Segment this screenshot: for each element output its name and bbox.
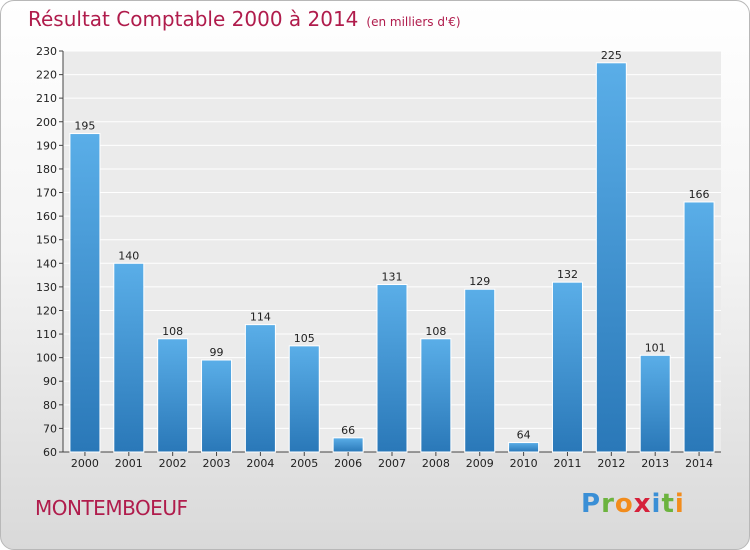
logo-letter: i: [651, 489, 662, 519]
plot-area: 60 70 80 90 100 110 120 130 140 150 160 170 180 190 20…: [36, 45, 721, 470]
bar: [420, 338, 452, 453]
y-tick-label: 100: [36, 352, 57, 365]
chart-subtitle: (en milliers d'€): [366, 15, 461, 29]
y-tick-label: 110: [36, 328, 57, 341]
bar: [244, 324, 276, 453]
x-tick-label: 2010: [510, 457, 538, 470]
chart-title: Résultat Comptable 2000 à 2014 (en millie…: [28, 7, 461, 31]
place-name: MONTEMBOEUF: [35, 496, 188, 520]
title-text: Résultat Comptable 2000 à 2014: [28, 7, 359, 31]
y-tick-label: 180: [36, 163, 57, 176]
bar-value-label: 225: [601, 49, 622, 62]
bar: [639, 354, 671, 453]
x-tick-label: 2013: [641, 457, 669, 470]
bar: [464, 288, 496, 453]
bar: [683, 201, 715, 453]
logo-letter: o: [614, 489, 634, 519]
bar: [376, 284, 408, 453]
x-tick-label: 2014: [685, 457, 713, 470]
bar-value-label: 129: [469, 275, 490, 288]
x-tick-label: 2007: [378, 457, 406, 470]
y-tick-label: 130: [36, 281, 57, 294]
x-tick-label: 2001: [115, 457, 143, 470]
y-tick-label: 190: [36, 139, 57, 152]
y-tick-label: 200: [36, 116, 57, 129]
y-tick-label: 90: [43, 375, 57, 388]
bar-value-label: 101: [645, 341, 666, 354]
y-tick-label: 220: [36, 69, 57, 82]
bar: [288, 345, 320, 453]
bar-value-label: 140: [118, 249, 139, 262]
x-tick-label: 2003: [203, 457, 231, 470]
bar: [157, 338, 189, 453]
bar-value-label: 114: [250, 311, 271, 324]
logo-letter: t: [661, 489, 675, 519]
y-tick-label: 140: [36, 257, 57, 270]
bar-value-label: 195: [74, 120, 95, 133]
y-tick-label: 150: [36, 234, 57, 247]
bar: [69, 133, 101, 453]
bar: [508, 442, 540, 453]
x-tick-label: 2002: [159, 457, 187, 470]
logo-letter: x: [633, 489, 652, 519]
bar-value-label: 105: [294, 332, 315, 345]
bar-value-label: 166: [689, 188, 710, 201]
x-tick-label: 2006: [334, 457, 362, 470]
x-tick-label: 2009: [466, 457, 494, 470]
x-tick-label: 2005: [290, 457, 318, 470]
logo-letter: r: [601, 489, 615, 519]
bar-value-label: 132: [557, 268, 578, 281]
bar-value-label: 64: [517, 429, 531, 442]
logo-letter: i: [674, 489, 685, 519]
x-tick-label: 2011: [553, 457, 581, 470]
y-tick-label: 160: [36, 210, 57, 223]
bar: [201, 359, 233, 453]
bar-value-label: 108: [162, 325, 183, 338]
y-tick-label: 60: [43, 446, 57, 459]
bar: [551, 281, 583, 453]
y-tick-label: 170: [36, 187, 57, 200]
y-tick-label: 230: [36, 45, 57, 58]
bar: [113, 262, 145, 453]
x-tick-label: 2000: [71, 457, 99, 470]
y-tick-label: 210: [36, 92, 57, 105]
bar-value-label: 131: [382, 271, 403, 284]
bar: [332, 437, 364, 453]
y-tick-label: 70: [43, 422, 57, 435]
bar-value-label: 99: [210, 346, 224, 359]
x-tick-label: 2012: [597, 457, 625, 470]
proxiti-logo: Proxiti: [581, 489, 685, 519]
x-tick-label: 2004: [246, 457, 274, 470]
bar-value-label: 108: [425, 325, 446, 338]
bar-value-label: 66: [341, 424, 355, 437]
y-tick-label: 80: [43, 399, 57, 412]
logo-letter: P: [581, 489, 602, 519]
y-tick-label: 120: [36, 304, 57, 317]
bar: [595, 62, 627, 453]
x-tick-label: 2008: [422, 457, 450, 470]
